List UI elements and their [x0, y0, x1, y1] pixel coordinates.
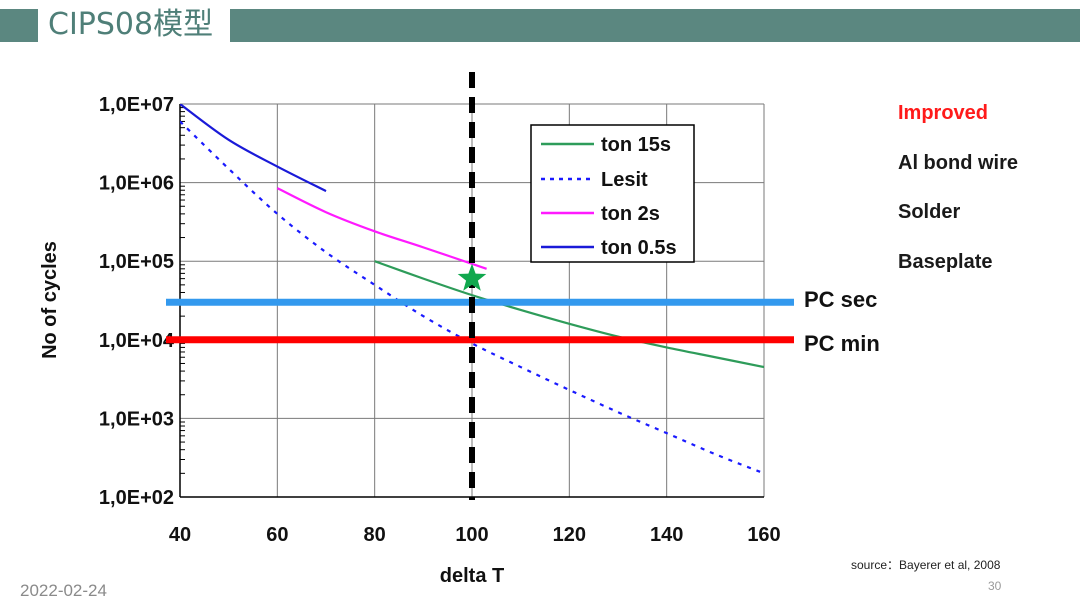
- pc-min-label: PC min: [804, 331, 880, 356]
- star-marker: [457, 263, 487, 291]
- header-bar-left: [0, 9, 38, 42]
- x-tick-label: 40: [169, 524, 191, 546]
- side-label-improved: Improved: [898, 102, 989, 124]
- series-line-ton-2s: [276, 187, 487, 270]
- legend-label: Lesit: [601, 169, 648, 191]
- y-tick-label: 1,0E+03: [99, 408, 174, 430]
- x-tick-label: 120: [553, 524, 586, 546]
- y-axis-label: No of cycles: [39, 241, 61, 359]
- slide-date: 2022-02-24: [20, 581, 107, 600]
- series-line-ton-0-5s: [180, 104, 327, 193]
- y-tick-label: 1,0E+05: [99, 251, 174, 273]
- y-tick-label: 1,0E+06: [99, 173, 174, 195]
- y-tick-label: 1,0E+04: [99, 330, 175, 352]
- series-line-lesit: [180, 120, 764, 475]
- slide-title: CIPS08模型: [48, 7, 214, 42]
- source-note: source：Bayerer et al, 2008: [851, 558, 1001, 572]
- page-number: 30: [988, 579, 1002, 593]
- x-tick-label: 60: [266, 524, 288, 546]
- legend-box: [530, 124, 695, 263]
- side-label-baseplate: Baseplate: [898, 251, 993, 273]
- x-tick-label: 160: [747, 524, 780, 546]
- legend-label: ton 2s: [601, 203, 660, 225]
- series-line-ton-15s: [374, 260, 764, 369]
- legend-label: ton 15s: [601, 134, 671, 156]
- x-tick-label: 100: [455, 524, 488, 546]
- x-axis-label: delta T: [440, 565, 504, 587]
- y-tick-label: 1,0E+02: [99, 487, 174, 509]
- side-label-solder: Solder: [898, 201, 961, 223]
- x-tick-label: 80: [364, 524, 386, 546]
- pc-sec-label: PC sec: [804, 287, 878, 312]
- legend-label: ton 0.5s: [601, 237, 677, 259]
- header-bar-right: [230, 9, 1080, 42]
- x-tick-label: 140: [650, 524, 683, 546]
- y-tick-label: 1,0E+07: [99, 94, 174, 116]
- side-label-al-bond-wire: Al bond wire: [898, 152, 1018, 174]
